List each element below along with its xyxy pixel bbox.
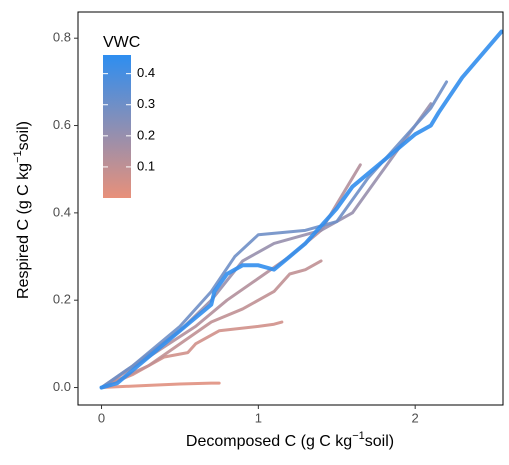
legend-title: VWC	[103, 34, 140, 51]
x-tick-label: 2	[412, 410, 419, 425]
y-title-suffix: soil)	[15, 121, 32, 150]
x-title-suffix: soil)	[365, 433, 394, 450]
y-tick-label: 0.8	[53, 30, 71, 45]
y-tick-label: 0.4	[53, 204, 71, 219]
y-tick-label: 0.6	[53, 117, 71, 132]
legend-label: 0.4	[137, 65, 155, 80]
legend-label: 0.2	[137, 127, 155, 142]
x-tick-label: 1	[255, 410, 262, 425]
panel-border	[77, 11, 504, 406]
x-axis-title: Decomposed C (g C kg−1soil)	[186, 430, 394, 450]
line	[100, 102, 433, 390]
line	[100, 320, 284, 390]
y-axis-title: Respired C (g C kg−1soil)	[12, 121, 32, 299]
x-title-sup: −1	[352, 430, 365, 442]
line	[100, 80, 449, 390]
line	[100, 259, 323, 390]
x-title-text: Decomposed C (g C kg	[186, 433, 352, 450]
y-tick-label: 0.0	[53, 379, 71, 394]
x-tick-label: 0	[98, 410, 105, 425]
legend-label: 0.1	[137, 158, 155, 173]
y-title-sup: −1	[12, 150, 24, 163]
legend-label: 0.3	[137, 96, 155, 111]
y-tick-label: 0.2	[53, 292, 71, 307]
y-title-text: Respired C (g C kg	[15, 163, 32, 299]
line	[99, 29, 504, 390]
colorbar	[103, 55, 131, 198]
line	[100, 381, 221, 390]
